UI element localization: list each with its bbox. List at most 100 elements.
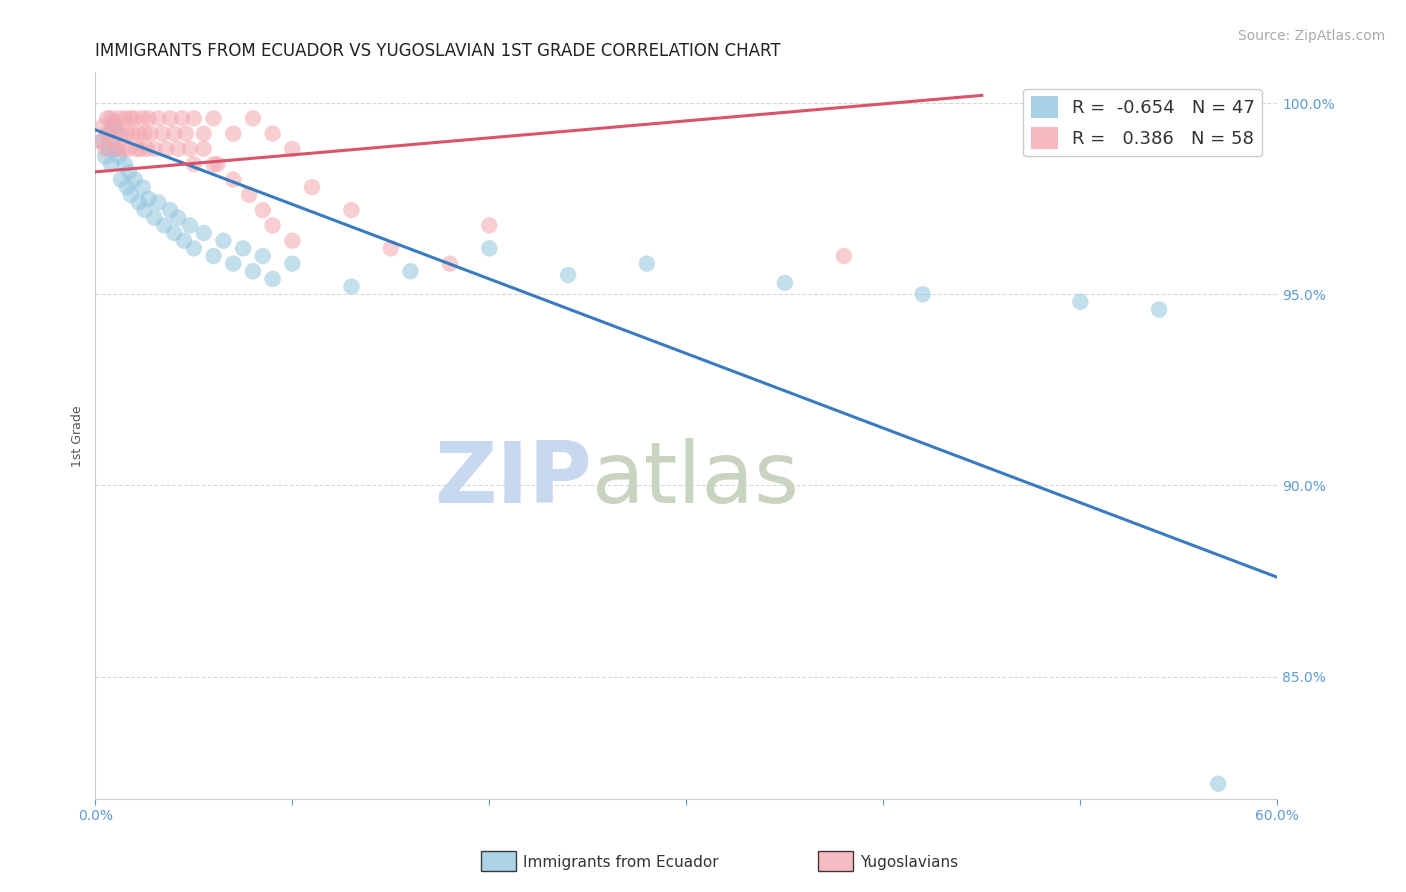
Point [135,142,157,156]
Point [138,192,160,206]
Point [202,112,225,126]
Point [124,112,146,126]
Point [128,127,150,141]
Point [202,157,225,171]
Text: Immigrants from Ecuador: Immigrants from Ecuador [523,855,718,870]
Point [174,127,197,141]
Point [167,142,190,156]
Point [242,264,264,278]
Point [232,241,254,255]
Point [399,264,422,278]
Point [262,127,284,141]
Point [1069,294,1091,309]
Point [301,180,323,194]
Point [94,142,117,156]
Point [911,287,934,301]
Point [101,115,124,129]
Point [138,112,160,126]
Point [150,127,173,141]
Point [139,127,162,141]
Point [340,203,363,218]
Point [110,127,132,141]
Text: atlas: atlas [592,438,800,521]
Point [832,249,855,263]
Point [380,241,402,255]
Point [114,112,136,126]
Point [120,112,142,126]
Point [148,112,170,126]
Point [281,234,304,248]
Point [129,142,152,156]
Text: Yugoslavians: Yugoslavians [860,855,959,870]
Point [207,157,229,171]
Point [105,127,128,141]
Point [90,134,112,148]
Point [262,272,284,286]
Point [131,112,153,126]
Point [121,127,143,141]
Point [773,276,796,290]
Point [281,142,304,156]
Point [143,142,166,156]
Point [159,112,181,126]
Point [153,219,176,233]
Point [252,203,274,218]
Point [183,157,205,171]
Text: Source: ZipAtlas.com: Source: ZipAtlas.com [1237,29,1385,43]
Point [96,112,118,126]
Point [111,142,134,156]
Point [96,127,118,141]
Point [134,203,156,218]
Point [170,112,193,126]
Text: ZIP: ZIP [434,438,592,521]
Legend: R =  -0.654   N = 47, R =   0.386   N = 58: R = -0.654 N = 47, R = 0.386 N = 58 [1024,88,1263,156]
Point [179,142,201,156]
Point [478,241,501,255]
Point [1147,302,1170,317]
Point [238,187,260,202]
Point [125,142,148,156]
Point [143,211,166,225]
Point [340,279,363,293]
Point [173,234,195,248]
Point [167,211,190,225]
Point [98,127,121,141]
Point [439,257,461,271]
Point [183,241,205,255]
Point [262,219,284,233]
Point [120,187,142,202]
Point [179,219,201,233]
Point [636,257,658,271]
Point [1206,777,1229,791]
Point [105,142,128,156]
Point [114,157,136,171]
Point [110,172,132,186]
Point [183,112,205,126]
Point [193,142,215,156]
Point [163,127,186,141]
Point [281,257,304,271]
Point [163,226,186,240]
Point [478,219,501,233]
Text: IMMIGRANTS FROM ECUADOR VS YUGOSLAVIAN 1ST GRADE CORRELATION CHART: IMMIGRANTS FROM ECUADOR VS YUGOSLAVIAN 1… [96,42,780,60]
Point [115,127,138,141]
Point [115,180,138,194]
Point [557,268,579,282]
Point [118,165,141,179]
Point [242,112,264,126]
Point [193,127,215,141]
Point [108,112,131,126]
Point [155,142,177,156]
Point [212,234,235,248]
Point [202,249,225,263]
Point [222,257,245,271]
Point [104,142,127,156]
Point [118,142,141,156]
Point [104,119,127,133]
Point [124,172,146,186]
Point [94,150,117,164]
Point [108,150,131,164]
Point [159,203,181,218]
Point [222,172,245,186]
Point [222,127,245,141]
